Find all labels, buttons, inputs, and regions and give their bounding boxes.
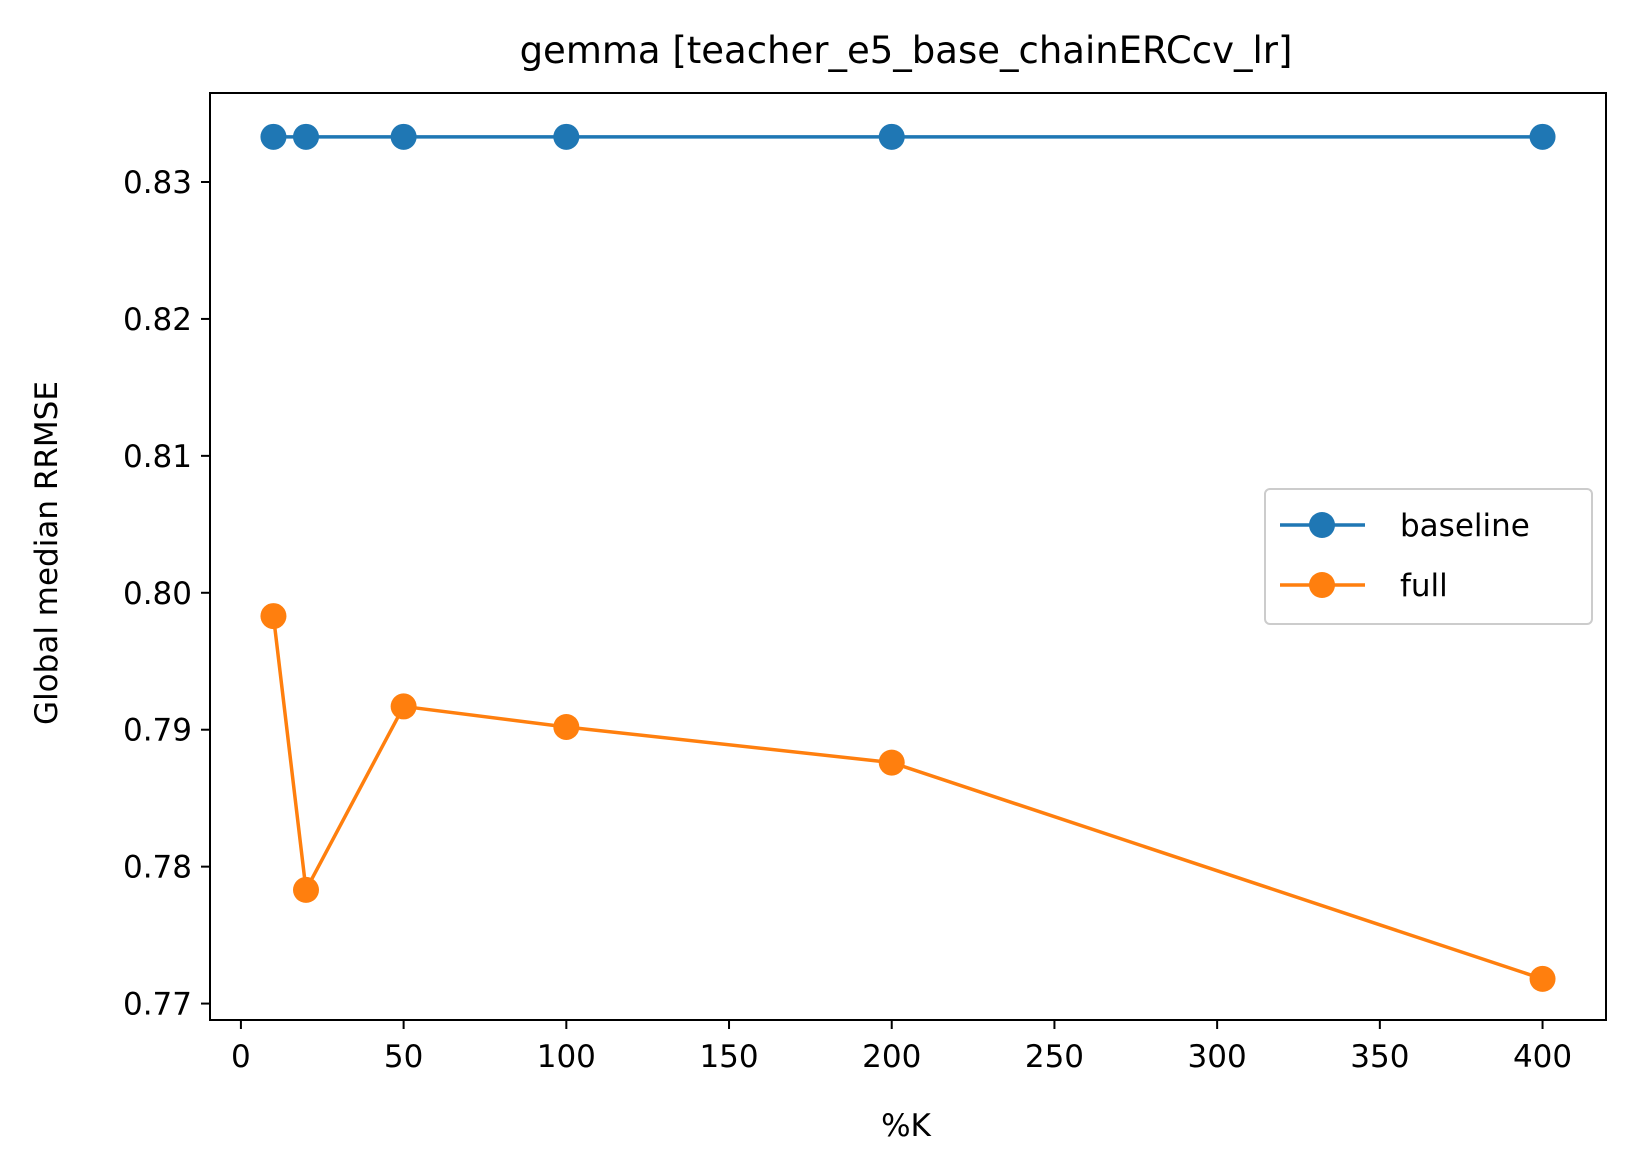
plot-frame (209, 92, 1607, 1021)
legend-box (1264, 488, 1593, 625)
y-tick-label: 0.78 (123, 850, 192, 886)
data-point-baseline (292, 123, 319, 150)
data-point-full (292, 876, 319, 903)
data-point-baseline (1529, 123, 1556, 150)
y-tick-label: 0.80 (123, 576, 192, 612)
y-tick-label: 0.81 (123, 439, 192, 475)
data-point-baseline (878, 123, 905, 150)
series-layer (260, 123, 1556, 992)
legend: baseline full (1264, 488, 1593, 625)
y-tick-label: 0.77 (123, 987, 192, 1023)
data-point-full (1529, 965, 1556, 992)
x-tick-label: 50 (384, 1039, 423, 1075)
ticks-layer: 0 50 100 150 200 250 300 350 400 0.77 0.78 0.79 0.80… (123, 165, 1572, 1075)
data-point-full (553, 713, 580, 740)
legend-label-full: full (1400, 568, 1448, 604)
y-axis-title: Global median RRMSE (29, 381, 65, 725)
series-line-full (271, 614, 1545, 982)
data-point-full (878, 749, 905, 776)
data-point-baseline (553, 123, 580, 150)
y-tick-label: 0.83 (123, 165, 192, 201)
data-point-baseline (260, 123, 287, 150)
x-axis-title: %K (881, 1108, 931, 1144)
x-tick-label: 350 (1350, 1039, 1409, 1075)
x-tick-label: 200 (862, 1039, 921, 1075)
legend-marker-baseline (1309, 512, 1335, 538)
x-tick-label: 100 (537, 1039, 596, 1075)
x-tick-label: 400 (1513, 1039, 1572, 1075)
x-tick-label: 300 (1188, 1039, 1247, 1075)
x-tick-label: 150 (699, 1039, 758, 1075)
legend-label-baseline: baseline (1400, 508, 1530, 544)
y-tick-label: 0.82 (123, 302, 192, 338)
y-tick-label: 0.79 (123, 713, 192, 749)
x-tick-label: 0 (231, 1039, 251, 1075)
data-point-baseline (390, 123, 417, 150)
legend-marker-full (1309, 572, 1335, 598)
data-point-full (260, 603, 287, 630)
data-point-full (390, 693, 417, 720)
chart-title: gemma [teacher_e5_base_chainERCcv_lr] (520, 29, 1293, 72)
x-tick-label: 250 (1025, 1039, 1084, 1075)
